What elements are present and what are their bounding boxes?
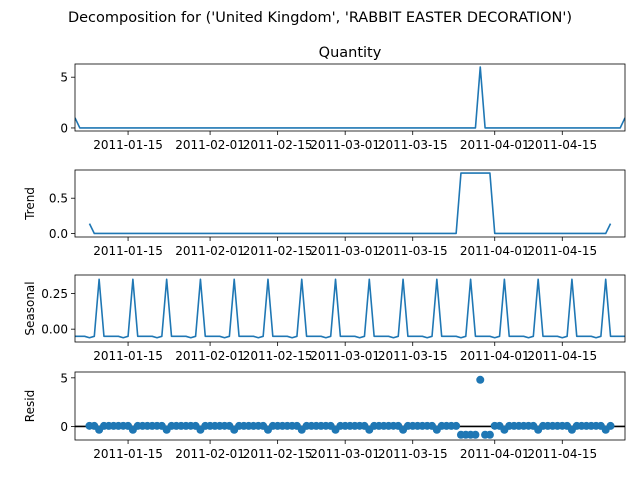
observed-xtick-label: 2011-02-15 bbox=[243, 138, 313, 152]
observed-series-line bbox=[75, 66, 625, 129]
seasonal-xtick-label: 2011-01-15 bbox=[93, 349, 163, 363]
resid-xtick-label: 2011-01-15 bbox=[93, 447, 163, 461]
seasonal-xtick-label: 2011-03-15 bbox=[378, 349, 448, 363]
seasonal-xtick-label: 2011-04-01 bbox=[460, 349, 530, 363]
observed-xtick-label: 2011-03-01 bbox=[310, 138, 380, 152]
resid-ytick-label: 5 bbox=[60, 371, 68, 385]
resid-xtick-label: 2011-03-01 bbox=[310, 447, 380, 461]
trend-xtick-label: 2011-04-15 bbox=[527, 244, 597, 258]
trend-xtick-label: 2011-02-01 bbox=[175, 244, 245, 258]
resid-point bbox=[485, 430, 494, 439]
resid-ytick-label: 0 bbox=[60, 420, 68, 434]
resid-point bbox=[471, 430, 480, 439]
panel-trend: Trend 0.0 0.5 2011-01-15 2011-02-012011-02-1… bbox=[23, 169, 626, 258]
resid-point bbox=[452, 421, 461, 430]
figure-suptitle: Decomposition for ('United Kingdom', 'RA… bbox=[68, 10, 572, 26]
seasonal-axes-frame bbox=[74, 274, 626, 343]
resid-axes-frame bbox=[74, 371, 626, 441]
resid-xtick-label: 2011-04-15 bbox=[527, 447, 597, 461]
seasonal-series-line bbox=[75, 278, 625, 339]
trend-xtick-label: 2011-03-15 bbox=[378, 244, 448, 258]
resid-point bbox=[476, 375, 485, 384]
resid-xtick-label: 2011-04-01 bbox=[460, 447, 530, 461]
observed-title: Quantity bbox=[319, 45, 382, 61]
observed-xtick-label: 2011-03-15 bbox=[378, 138, 448, 152]
trend-ytick-label: 0.0 bbox=[49, 227, 68, 241]
resid-xtick-label: 2011-03-15 bbox=[378, 447, 448, 461]
resid-ylabel: Resid bbox=[23, 390, 37, 422]
seasonal-xtick-label: 2011-04-15 bbox=[527, 349, 597, 363]
trend-axes-frame bbox=[74, 169, 626, 238]
seasonal-xtick-label: 2011-02-15 bbox=[243, 349, 313, 363]
seasonal-ytick-label: 0.00 bbox=[41, 323, 68, 337]
seasonal-ytick-label: 0.25 bbox=[41, 287, 68, 301]
trend-xtick-label: 2011-01-15 bbox=[93, 244, 163, 258]
resid-point bbox=[606, 421, 615, 430]
resid-xtick-label: 2011-02-01 bbox=[175, 447, 245, 461]
observed-xtick-label: 2011-01-15 bbox=[93, 138, 163, 152]
seasonal-xtick-label: 2011-03-01 bbox=[310, 349, 380, 363]
trend-plot-area bbox=[88, 172, 612, 235]
observed-xtick-label: 2011-04-15 bbox=[527, 138, 597, 152]
resid-xtick-label: 2011-02-15 bbox=[243, 447, 313, 461]
resid-plot-area bbox=[75, 375, 625, 439]
seasonal-ylabel: Seasonal bbox=[23, 281, 37, 335]
trend-ytick-label: 0.5 bbox=[49, 192, 68, 206]
trend-xtick-label: 2011-02-15 bbox=[243, 244, 313, 258]
seasonal-plot-area bbox=[75, 278, 625, 339]
trend-ylabel: Trend bbox=[23, 187, 37, 221]
trend-xtick-label: 2011-04-01 bbox=[460, 244, 530, 258]
observed-ytick-label: 0 bbox=[60, 121, 68, 135]
observed-xtick-label: 2011-02-01 bbox=[175, 138, 245, 152]
observed-xtick-label: 2011-04-01 bbox=[460, 138, 530, 152]
trend-xtick-label: 2011-03-01 bbox=[310, 244, 380, 258]
observed-axes-frame bbox=[74, 63, 626, 132]
panel-observed: Quantity 0 5 2011-01-15 2011-02-012011-02-15… bbox=[60, 45, 626, 152]
observed-ytick-label: 5 bbox=[60, 71, 68, 85]
observed-plot-area bbox=[75, 66, 625, 129]
trend-series-line bbox=[88, 172, 612, 235]
seasonal-xtick-label: 2011-02-01 bbox=[175, 349, 245, 363]
